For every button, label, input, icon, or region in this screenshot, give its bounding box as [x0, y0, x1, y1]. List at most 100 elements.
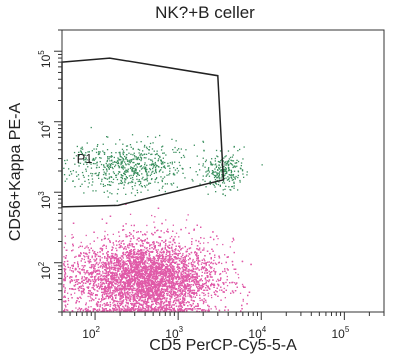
data-point: [105, 290, 108, 292]
data-point: [101, 304, 104, 306]
data-point: [144, 277, 146, 279]
data-point: [113, 244, 115, 246]
data-point: [95, 258, 98, 260]
data-point: [112, 233, 114, 235]
data-point: [173, 291, 176, 293]
data-point: [89, 266, 91, 269]
data-point: [151, 214, 153, 217]
data-point: [167, 265, 169, 267]
data-point: [197, 257, 199, 259]
data-point: [127, 294, 129, 296]
data-point: [103, 272, 105, 274]
data-point: [79, 310, 81, 312]
data-point: [89, 295, 91, 298]
data-point: [110, 258, 112, 260]
data-point: [151, 303, 153, 305]
data-point: [206, 280, 208, 282]
data-point: [174, 251, 176, 253]
data-point: [179, 282, 181, 284]
data-point: [136, 250, 139, 253]
data-point: [185, 260, 187, 262]
data-point: [140, 294, 143, 296]
data-point: [154, 216, 156, 218]
data-point: [148, 289, 150, 291]
data-point: [144, 308, 146, 310]
data-point: [200, 263, 203, 265]
data-point: [97, 290, 99, 292]
data-point: [86, 271, 88, 273]
data-point: [157, 252, 159, 255]
data-point: [129, 255, 131, 257]
data-point: [128, 275, 130, 277]
data-point: [200, 268, 203, 270]
data-point: [150, 308, 153, 310]
data-point: [220, 278, 222, 280]
data-point: [202, 302, 205, 305]
data-point: [103, 293, 106, 296]
data-point: [142, 301, 145, 303]
data-point: [90, 306, 92, 308]
data-point: [115, 295, 117, 297]
data-point: [181, 309, 183, 311]
data-point: [151, 268, 154, 270]
data-point: [63, 246, 65, 249]
data-point: [164, 240, 167, 243]
data-point: [135, 253, 137, 255]
data-point: [157, 296, 159, 298]
data-point: [102, 270, 104, 273]
data-point: [180, 277, 183, 279]
data-point: [171, 304, 173, 306]
data-point: [64, 235, 66, 237]
data-point: [120, 289, 122, 291]
data-point: [183, 294, 185, 297]
data-point: [190, 263, 193, 266]
data-point: [170, 278, 172, 280]
data-point: [166, 293, 168, 295]
data-point: [165, 276, 167, 278]
data-point: [80, 241, 82, 244]
data-point: [74, 284, 77, 286]
data-point: [114, 254, 116, 256]
data-point: [121, 240, 123, 242]
data-point: [149, 258, 151, 261]
data-point: [157, 310, 159, 312]
data-point: [176, 283, 178, 286]
data-point: [69, 269, 71, 271]
data-point: [162, 305, 164, 308]
data-point: [215, 271, 217, 273]
data-point: [146, 258, 148, 260]
data-point: [130, 250, 133, 253]
data-point: [189, 284, 191, 286]
data-point: [224, 254, 226, 256]
data-point: [214, 262, 216, 264]
data-point: [166, 260, 169, 262]
data-point: [210, 308, 212, 310]
data-point: [190, 284, 192, 286]
data-point: [134, 260, 137, 262]
data-point: [140, 293, 142, 295]
data-point: [222, 243, 224, 246]
data-point: [108, 256, 110, 258]
data-point: [134, 304, 136, 306]
data-point: [101, 307, 104, 309]
data-point: [137, 270, 139, 273]
data-point: [111, 276, 113, 278]
data-point: [129, 213, 132, 215]
data-point: [179, 286, 181, 289]
data-point: [211, 282, 213, 285]
data-point: [110, 259, 112, 261]
data-point: [125, 285, 127, 287]
data-point: [141, 252, 143, 254]
data-point: [203, 301, 205, 303]
data-point: [144, 285, 146, 287]
data-point: [101, 288, 104, 290]
data-point: [185, 219, 188, 221]
data-point: [217, 262, 220, 264]
data-point: [202, 310, 204, 312]
data-point: [126, 302, 128, 304]
data-point: [137, 249, 139, 251]
data-point: [197, 249, 200, 251]
data-point: [187, 276, 189, 278]
data-point: [135, 290, 137, 292]
data-point: [75, 280, 77, 282]
